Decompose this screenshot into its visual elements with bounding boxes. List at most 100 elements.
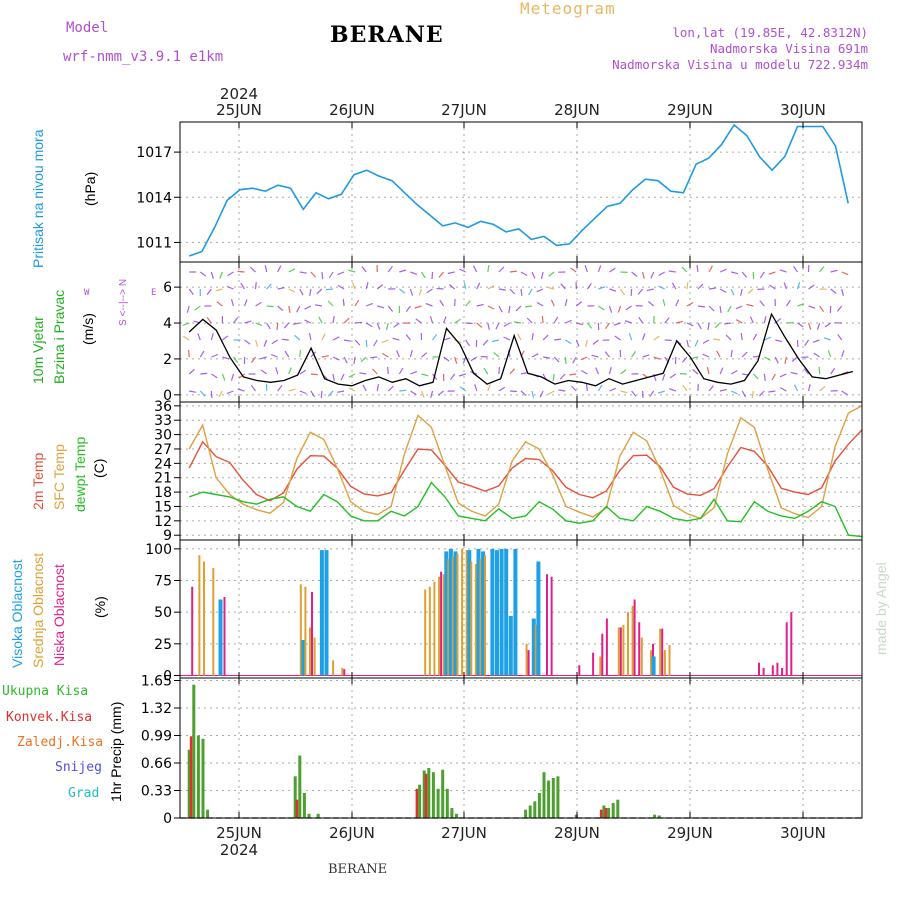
wind-barb	[586, 322, 593, 329]
wind-barb	[232, 356, 239, 363]
precip-total-bar	[431, 772, 435, 818]
wind-barb	[337, 284, 345, 290]
wind-barb	[741, 271, 748, 278]
wind-barb	[648, 301, 655, 307]
wind-barb	[620, 288, 625, 296]
ytick-label: 18	[154, 485, 172, 501]
wind-barb	[631, 271, 638, 277]
model-value: wrf-nmm_v3.9.1 e1km	[63, 49, 224, 65]
wind-barb	[525, 305, 533, 308]
wind-barb	[747, 288, 754, 294]
cloud-low-bar	[785, 622, 788, 676]
wind-barb	[575, 301, 583, 307]
wind-barb	[299, 349, 301, 358]
wind-barb	[653, 356, 661, 360]
wind-barb	[824, 322, 832, 328]
wind-barb	[288, 288, 296, 293]
wind-barb	[277, 305, 284, 312]
wind-barb	[572, 356, 577, 364]
sfc-temp-line	[188, 405, 863, 520]
wind-barb	[597, 384, 603, 392]
wind-barb	[585, 339, 588, 347]
frame-layer	[174, 121, 863, 819]
wind-barb	[716, 350, 721, 358]
cloud-mid-bar	[433, 581, 436, 676]
wind-barb	[354, 299, 360, 307]
cloud-high-bar	[467, 550, 472, 676]
wind-barb	[764, 356, 771, 361]
pressure-unit: (hPa)	[82, 171, 98, 206]
wind-barb	[592, 339, 599, 345]
wind-barb	[697, 283, 704, 290]
wind-barb	[540, 271, 544, 279]
wind-barb	[595, 367, 599, 375]
wind-barb	[617, 305, 622, 313]
wind-barb	[188, 349, 190, 358]
wind-barb	[531, 353, 539, 358]
wind-barb	[620, 369, 627, 375]
wind-barb	[476, 303, 484, 307]
cloud-high-bar	[448, 548, 453, 676]
wind-barb	[447, 271, 455, 275]
ytick-label: 1011	[136, 235, 172, 251]
wind-barb	[542, 334, 549, 341]
wind-barb	[686, 322, 694, 327]
wind-barb	[793, 265, 798, 273]
cloud-mid-bar	[668, 645, 671, 676]
cloud-high-bar	[508, 616, 513, 676]
legend-snow: Snijeg	[55, 760, 102, 775]
cloud-low-bar	[758, 662, 760, 676]
wind-barb	[604, 351, 610, 358]
wind-barb	[385, 322, 389, 330]
wind-barb	[749, 316, 754, 324]
wind-barb	[775, 339, 783, 343]
cloud-high-bar	[444, 551, 449, 676]
wind-barb	[609, 267, 616, 273]
cloud-mid-bar	[461, 548, 464, 676]
ytick-label: 2	[163, 352, 172, 368]
cloud-high-bar	[495, 550, 499, 676]
wind-barb	[491, 339, 500, 343]
cloud-mid-bar	[212, 567, 215, 676]
wind-barb	[263, 339, 268, 347]
wind-barb	[436, 287, 444, 290]
wind-barb	[337, 271, 345, 276]
wind-barb	[547, 390, 555, 395]
wind-barb	[763, 316, 767, 324]
wind-barb	[476, 282, 481, 290]
wind-barb	[730, 288, 735, 296]
wind-barb	[182, 322, 190, 327]
cloud-high-bar	[301, 640, 306, 676]
wind-barb	[642, 271, 645, 279]
wind-barb	[266, 322, 271, 330]
wind-barb	[372, 368, 378, 375]
wind-barb	[321, 271, 324, 280]
wind-barb	[487, 265, 490, 273]
wind-barb	[348, 373, 356, 378]
wind-barb	[325, 288, 334, 291]
cloud-low-bar	[550, 576, 553, 676]
cloud-ylabel: Visoka Oblacnost	[9, 559, 25, 668]
cloud-low-bar	[790, 612, 793, 676]
wind-barb	[631, 350, 637, 358]
wind-barb	[470, 356, 478, 362]
precip-total-bar	[418, 784, 422, 818]
wind-barb	[296, 305, 301, 313]
cloud-mid-bar	[534, 624, 537, 676]
wind-barb	[321, 355, 329, 358]
wind-barb	[763, 373, 766, 381]
wind-barb	[819, 305, 825, 313]
wind-barb	[830, 288, 837, 294]
wind-barb	[686, 282, 689, 290]
wind-barb	[759, 271, 765, 279]
wind-barb	[730, 370, 738, 375]
wind-barb	[741, 351, 748, 358]
wind-barb	[376, 322, 381, 330]
wind-barb	[569, 373, 577, 376]
wind-barb	[443, 356, 450, 362]
wind-barb	[332, 373, 335, 382]
wind-barb	[558, 389, 566, 392]
wind-barb	[794, 384, 799, 392]
wind-barb	[454, 318, 461, 324]
wind-barb	[249, 266, 256, 273]
